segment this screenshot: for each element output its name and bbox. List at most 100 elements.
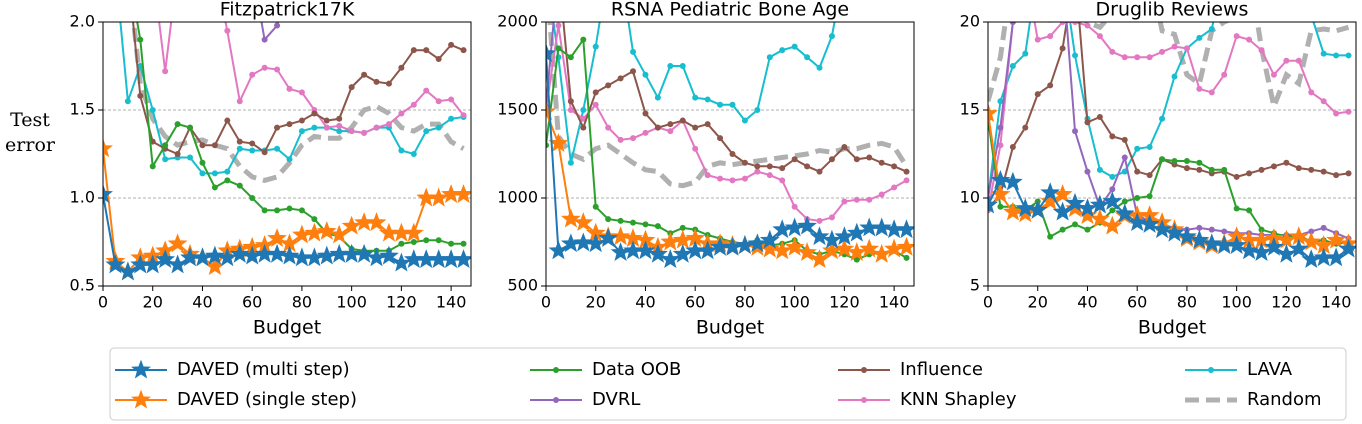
dot-marker [1047, 233, 1054, 240]
star-marker [1139, 213, 1160, 233]
dot-marker [1109, 48, 1116, 55]
dot-marker [1109, 207, 1116, 214]
dot-marker [224, 117, 231, 124]
x-tick-label: 80 [735, 293, 755, 312]
dot-marker [704, 96, 711, 103]
star-marker [1226, 235, 1247, 254]
dot-marker [580, 124, 587, 131]
dot-marker [199, 159, 206, 166]
dot-marker [435, 237, 442, 244]
star-marker [453, 249, 471, 269]
star-marker [1152, 219, 1172, 239]
star-marker [1127, 212, 1148, 232]
dot-marker [1345, 52, 1352, 59]
x-tick-label: 40 [635, 293, 655, 312]
dot-marker [741, 117, 748, 124]
dot-marker [348, 84, 355, 91]
dot-marker [435, 55, 442, 62]
dot-marker [1208, 226, 1215, 233]
dot-marker [891, 184, 898, 191]
dot-marker [630, 219, 637, 226]
dot-marker [729, 177, 736, 184]
dot-marker [546, 142, 549, 149]
dot-marker [816, 168, 823, 175]
dot-marker [1333, 110, 1340, 117]
dot-marker [1096, 114, 1103, 121]
series-line [988, 113, 1349, 247]
star-marker [167, 254, 188, 274]
dot-marker [1109, 186, 1116, 193]
dot-marker [729, 151, 736, 157]
star-marker [1102, 215, 1123, 235]
star-marker [1077, 205, 1098, 225]
dot-marker [1146, 54, 1153, 61]
dot-marker [1345, 170, 1352, 177]
series-line [547, 22, 909, 189]
dot-marker [460, 47, 467, 54]
dot-marker [891, 163, 898, 170]
dot-marker [679, 63, 686, 69]
dot-marker [754, 163, 761, 170]
star-marker [809, 249, 830, 269]
legend-label: DVRL [592, 389, 640, 410]
x-tick-label: 40 [1077, 293, 1097, 312]
star-marker [1326, 247, 1347, 267]
dot-marker [779, 165, 786, 172]
y-tick-label: 500 [507, 276, 538, 295]
y-tick-label: 1000 [497, 188, 538, 207]
legend: DAVED (multi step) DAVED (single step) Dat… [109, 347, 1347, 421]
dot-marker [766, 54, 773, 61]
dot-marker [1022, 50, 1029, 57]
dot-marker [630, 135, 637, 142]
dot-marker [1295, 57, 1302, 64]
star-marker [598, 228, 619, 247]
dot-marker [1208, 166, 1215, 173]
x-tick-label: 60 [242, 293, 262, 312]
star-marker [155, 249, 176, 269]
dot-marker [311, 110, 318, 117]
dot-marker [249, 71, 256, 78]
chart-title: Fitzpatrick17K [220, 0, 355, 21]
y-tick-label: 0.5 [70, 276, 95, 295]
dot-marker [336, 115, 343, 122]
star-marker [697, 240, 718, 260]
y-tick-label: 15 [960, 100, 980, 119]
dot-marker [679, 117, 686, 124]
dot-marker [1246, 207, 1253, 214]
dot-marker [1096, 166, 1103, 173]
dot-marker [567, 159, 574, 166]
star-marker [391, 252, 412, 272]
star-marker [366, 212, 387, 232]
dot-marker [903, 254, 910, 261]
star-marker [1276, 243, 1297, 263]
star-marker [548, 240, 569, 260]
dot-marker [866, 154, 873, 161]
dot-marker [323, 117, 330, 124]
dot-marker [791, 43, 798, 50]
dot-marker [1134, 168, 1141, 175]
dot-marker [1283, 57, 1290, 64]
star-marker [809, 226, 830, 246]
dot-marker [667, 63, 674, 69]
star-marker [1264, 236, 1284, 256]
star-marker [379, 245, 399, 265]
dot-marker [1221, 71, 1228, 78]
dot-marker [1059, 45, 1066, 52]
dot-marker [261, 64, 268, 71]
series-line [988, 22, 1349, 199]
star-marker [871, 217, 892, 237]
dot-marker [298, 207, 305, 214]
star-marker [267, 243, 287, 263]
dot-marker [398, 240, 405, 247]
axes-frame [987, 21, 1357, 287]
dot-marker [249, 195, 256, 201]
dot-marker [423, 87, 430, 94]
dot-marker [1183, 45, 1190, 52]
dot-marker [286, 85, 293, 92]
dot-marker [298, 128, 305, 135]
dot-marker [1183, 165, 1190, 172]
star-marker [1015, 203, 1036, 223]
dot-marker [630, 48, 637, 55]
star-marker [329, 224, 350, 244]
